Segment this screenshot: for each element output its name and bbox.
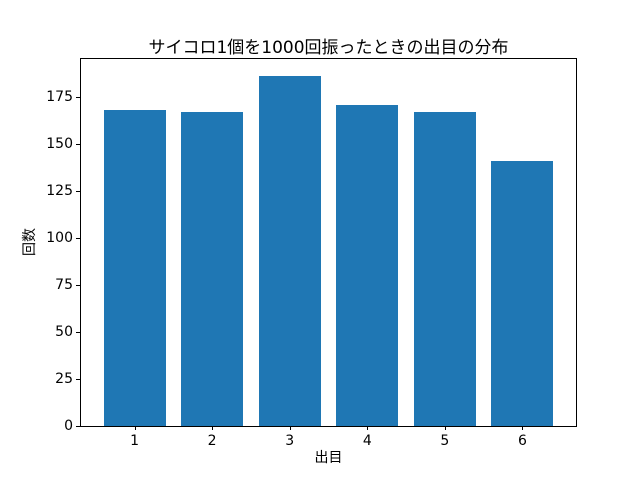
bar-6 [491, 161, 554, 426]
y-tick-label: 0 [64, 418, 73, 434]
x-tick-mark [444, 426, 446, 430]
y-tick-mark [76, 425, 80, 427]
y-tick-label: 25 [55, 371, 73, 388]
bar-1 [103, 110, 166, 426]
x-axis-label: 出目 [314, 450, 343, 466]
x-tick-label: 1 [130, 433, 139, 449]
x-tick-label: 5 [440, 433, 450, 449]
y-tick-mark [76, 143, 80, 145]
y-axis-label: 回数 [22, 228, 38, 256]
y-tick-mark [76, 96, 80, 98]
y-tick-label: 125 [46, 183, 73, 200]
y-tick-label: 50 [55, 324, 73, 341]
bar-4 [336, 104, 399, 426]
chart-title: サイコロ1個を1000回振ったときの出目の分布 [148, 38, 509, 58]
plot-area: 1 2 3 4 5 6 0 25 50 75 100 125 150 175 [46, 58, 577, 449]
y-tick-mark [76, 190, 80, 192]
x-tick-label: 4 [362, 433, 372, 449]
y-tick-label: 150 [46, 136, 73, 153]
x-tick-mark [212, 426, 214, 430]
y-tick-label: 175 [46, 89, 73, 106]
y-tick-mark [76, 284, 80, 286]
x-tick-label: 2 [207, 433, 217, 449]
x-tick-mark [367, 426, 369, 430]
x-tick-label: 3 [285, 433, 295, 449]
y-tick-mark [76, 378, 80, 380]
x-tick-mark [522, 426, 524, 430]
x-tick-mark [134, 426, 136, 430]
y-tick-mark [76, 331, 80, 333]
bar-3 [258, 76, 321, 426]
x-tick-mark [289, 426, 291, 430]
bar-2 [181, 112, 244, 426]
y-tick-label: 100 [46, 230, 73, 247]
y-tick-label: 75 [55, 277, 73, 294]
bar-5 [413, 112, 476, 426]
x-tick-label: 6 [517, 433, 527, 449]
y-tick-mark [76, 237, 80, 239]
